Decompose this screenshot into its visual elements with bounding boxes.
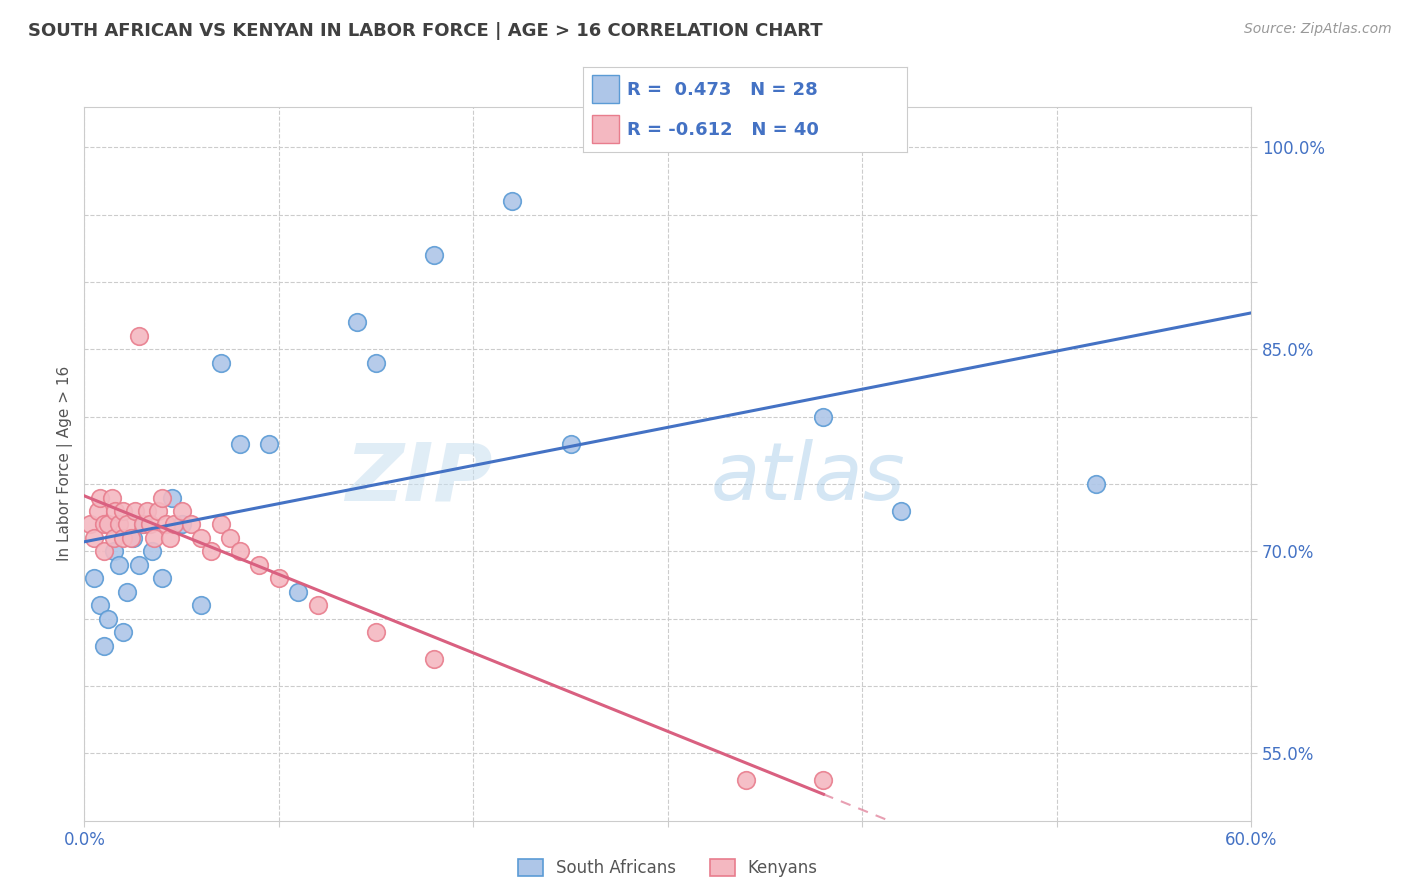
Point xyxy=(170,504,193,518)
Point xyxy=(93,639,115,653)
Point xyxy=(79,517,101,532)
Legend: South Africans, Kenyans: South Africans, Kenyans xyxy=(512,852,824,884)
Point xyxy=(97,612,120,626)
Point xyxy=(346,316,368,330)
Point xyxy=(257,436,280,450)
Point xyxy=(112,531,135,545)
Point xyxy=(124,504,146,518)
Point xyxy=(267,571,290,585)
FancyBboxPatch shape xyxy=(592,76,619,103)
Point xyxy=(128,329,150,343)
Text: atlas: atlas xyxy=(710,439,905,517)
Point xyxy=(89,491,111,505)
Point xyxy=(104,504,127,518)
Point xyxy=(209,356,232,370)
Point xyxy=(112,625,135,640)
Text: Source: ZipAtlas.com: Source: ZipAtlas.com xyxy=(1244,22,1392,37)
Point xyxy=(287,584,309,599)
Point xyxy=(170,517,193,532)
Point xyxy=(180,517,202,532)
Point xyxy=(97,517,120,532)
Point xyxy=(150,571,173,585)
Point xyxy=(366,356,388,370)
Point xyxy=(423,652,446,666)
Text: SOUTH AFRICAN VS KENYAN IN LABOR FORCE | AGE > 16 CORRELATION CHART: SOUTH AFRICAN VS KENYAN IN LABOR FORCE |… xyxy=(28,22,823,40)
Point xyxy=(120,531,142,545)
Point xyxy=(148,504,170,518)
Point xyxy=(141,544,163,558)
Point xyxy=(423,248,446,262)
Point xyxy=(93,544,115,558)
Point xyxy=(190,531,212,545)
Point xyxy=(560,436,582,450)
Point xyxy=(150,491,173,505)
Point xyxy=(219,531,242,545)
Point xyxy=(200,544,222,558)
Point xyxy=(155,517,177,532)
Point xyxy=(83,571,105,585)
Point xyxy=(103,531,125,545)
Point xyxy=(108,517,131,532)
Point xyxy=(143,531,166,545)
Point xyxy=(209,517,232,532)
FancyBboxPatch shape xyxy=(592,115,619,143)
Point xyxy=(139,517,162,532)
Text: ZIP: ZIP xyxy=(346,439,494,517)
Point xyxy=(128,558,150,572)
Point xyxy=(501,194,523,209)
Point xyxy=(159,531,181,545)
Point xyxy=(190,598,212,612)
Point xyxy=(93,517,115,532)
Y-axis label: In Labor Force | Age > 16: In Labor Force | Age > 16 xyxy=(58,367,73,561)
Point xyxy=(108,558,131,572)
Point xyxy=(734,773,756,788)
Point xyxy=(103,544,125,558)
Point xyxy=(890,504,912,518)
Point xyxy=(132,517,155,532)
Point xyxy=(1084,477,1107,491)
Point xyxy=(115,517,138,532)
Point xyxy=(813,773,835,788)
Point xyxy=(366,625,388,640)
Point xyxy=(307,598,329,612)
Text: R = -0.612   N = 40: R = -0.612 N = 40 xyxy=(627,120,820,138)
Point xyxy=(89,598,111,612)
Point xyxy=(163,517,186,532)
Point xyxy=(160,491,183,505)
Point xyxy=(122,531,145,545)
Point xyxy=(100,491,122,505)
Point xyxy=(247,558,270,572)
Point xyxy=(83,531,105,545)
Point xyxy=(135,504,157,518)
Point xyxy=(115,584,138,599)
Point xyxy=(87,504,110,518)
Point xyxy=(112,504,135,518)
Text: R =  0.473   N = 28: R = 0.473 N = 28 xyxy=(627,81,818,99)
Point xyxy=(132,517,155,532)
Point xyxy=(229,436,252,450)
Point xyxy=(229,544,252,558)
Point xyxy=(813,409,835,424)
